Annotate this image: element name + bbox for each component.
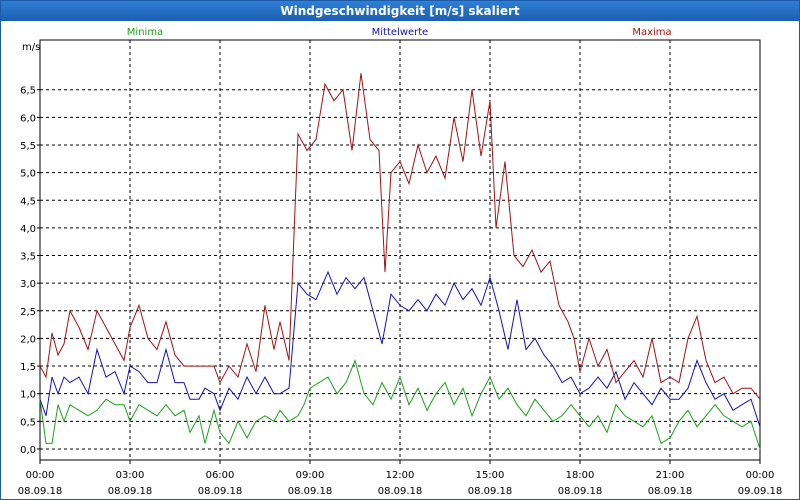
x-tick-time: 03:00 xyxy=(116,470,145,481)
y-tick-label: 1,0 xyxy=(20,390,36,401)
y-tick-label: 6,5 xyxy=(20,86,36,97)
x-tick-date: 08.09.18 xyxy=(198,486,243,497)
y-tick-label: 4,5 xyxy=(20,196,36,207)
legend-maxima: Maxima xyxy=(632,27,671,38)
y-tick-label: 0,0 xyxy=(20,445,36,456)
x-tick-time: 09:00 xyxy=(296,470,325,481)
x-tick-date: 08.09.18 xyxy=(18,486,63,497)
x-axis: 00:00 08.09.18 03:00 08.09.18 06:00 08.09.18 0… xyxy=(18,460,783,497)
grid-lines xyxy=(40,40,760,460)
x-tick-date: 08.09.18 xyxy=(558,486,603,497)
x-tick-time: 18:00 xyxy=(566,470,595,481)
y-tick-label: 6,0 xyxy=(20,113,36,124)
series-group xyxy=(39,73,761,450)
x-tick-time: 06:00 xyxy=(206,470,235,481)
x-tick-time: 00:00 xyxy=(26,470,55,481)
y-tick-label: 5,5 xyxy=(20,141,36,152)
legend: Minima Mittelwerte Maxima xyxy=(127,27,672,38)
series-line-maxima xyxy=(39,73,761,400)
x-tick-time: 12:00 xyxy=(386,470,415,481)
y-axis: 0,0 0,5 1,0 1,5 2,0 2,5 3,0 3,5 4,0 4,5 5,0 5,5 6,0 6… xyxy=(20,86,40,456)
y-tick-label: 0,5 xyxy=(20,417,36,428)
y-tick-label: 3,0 xyxy=(20,279,36,290)
x-tick-time: 15:00 xyxy=(476,470,505,481)
series-line-minima xyxy=(39,358,761,450)
y-tick-label: 1,5 xyxy=(20,362,36,373)
x-tick-date: 08.09.18 xyxy=(378,486,423,497)
y-tick-label: 2,5 xyxy=(20,307,36,318)
series-line-mittelwerte xyxy=(39,270,761,427)
x-tick-date: 08.09.18 xyxy=(648,486,693,497)
y-tick-label: 4,0 xyxy=(20,224,36,235)
x-tick-date: 09.09.18 xyxy=(738,486,783,497)
legend-minima: Minima xyxy=(127,27,163,38)
y-tick-label: 5,0 xyxy=(20,169,36,180)
y-axis-label: m/s xyxy=(22,42,40,53)
x-tick-date: 08.09.18 xyxy=(468,486,513,497)
x-tick-date: 08.09.18 xyxy=(108,486,153,497)
x-tick-time: 00:00 xyxy=(746,470,775,481)
y-tick-label: 3,5 xyxy=(20,252,36,263)
legend-mittelwerte: Mittelwerte xyxy=(372,27,429,38)
x-tick-time: 21:00 xyxy=(656,470,685,481)
y-tick-label: 2,0 xyxy=(20,334,36,345)
x-tick-date: 08.09.18 xyxy=(288,486,333,497)
window-title: Windgeschwindigkeit [m/s] skaliert xyxy=(1,1,799,21)
